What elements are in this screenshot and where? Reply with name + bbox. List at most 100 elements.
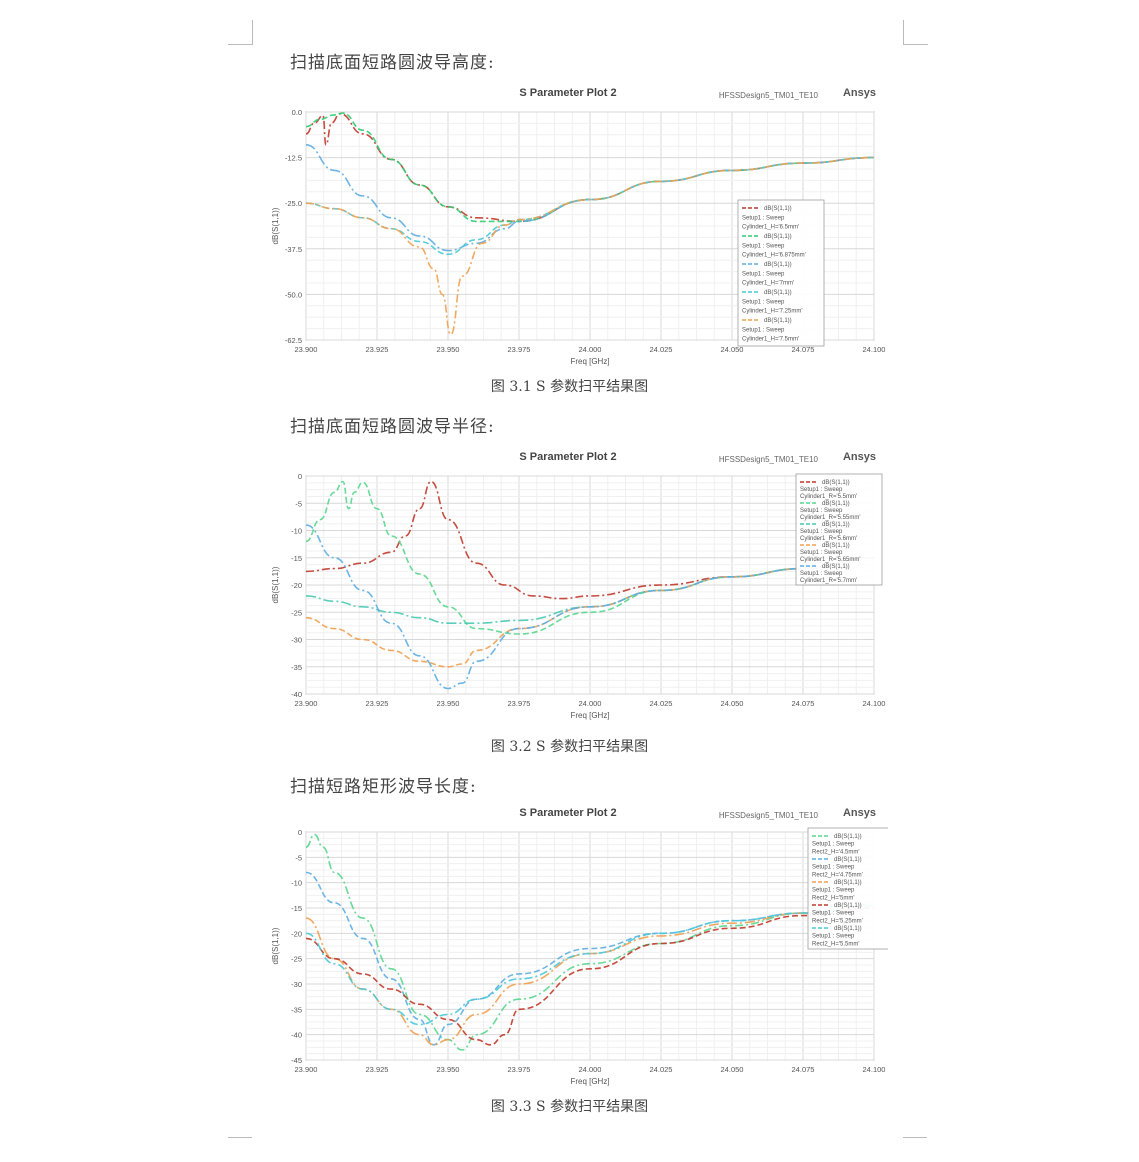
x-tick-label: 24.100 — [863, 1065, 886, 1074]
series-line-5 — [305, 524, 875, 690]
design-name: HFSSDesign5_TM01_TE10 — [719, 91, 819, 100]
legend-entry-label: dB(S(1,1)) — [764, 234, 792, 240]
y-tick-label: -40 — [291, 1031, 302, 1040]
legend-entry-setup: Setup1 : Sweep — [742, 299, 785, 305]
x-tick-label: 23.925 — [366, 699, 389, 708]
chart-svg: S Parameter Plot 2 HFSSDesign5_TM01_TE10 A… — [271, 451, 886, 720]
y-tick-label: -15 — [291, 904, 302, 913]
y-tick-label: -25.0 — [285, 199, 302, 208]
crop-mark-top-left — [228, 20, 253, 45]
legend-entry-setup: Setup1 : Sweep — [800, 529, 843, 535]
legend-entry-param: Cylinder1_R='5.65mm' — [800, 557, 860, 563]
design-name: HFSSDesign5_TM01_TE10 — [719, 811, 819, 820]
legend-box — [807, 827, 888, 950]
design-name: HFSSDesign5_TM01_TE10 — [719, 455, 819, 464]
legend-entry-label: dB(S(1,1)) — [764, 206, 792, 212]
x-tick-label: 24.100 — [863, 699, 886, 708]
legend-entry-param: Cylinder1_R='5.6mm' — [800, 536, 857, 542]
legend-entry-label: dB(S(1,1)) — [834, 926, 862, 932]
x-tick-label: 24.050 — [721, 345, 744, 354]
legend-entry-param: Cylinder1_H='7.25mm' — [742, 309, 802, 315]
legend-entry-param: Cylinder1_R='5.55mm' — [800, 515, 860, 521]
legend-entry-label: dB(S(1,1)) — [834, 903, 862, 909]
legend-entry-label: dB(S(1,1)) — [822, 543, 850, 549]
legend-entry-label: dB(S(1,1)) — [764, 290, 792, 296]
legend-entry-label: dB(S(1,1)) — [834, 834, 862, 840]
crop-mark-bottom-left — [228, 1137, 252, 1162]
x-tick-label: 24.000 — [579, 345, 602, 354]
y-tick-label: -5 — [295, 499, 302, 508]
section-heading-3: 扫描短路矩形波导长度: — [290, 777, 477, 797]
x-axis-label: Freq [GHz] — [570, 711, 609, 720]
x-axis-label: Freq [GHz] — [570, 357, 609, 366]
legend-entry-param: Cylinder1_R='5.7mm' — [800, 578, 857, 584]
y-tick-label: -25 — [291, 608, 302, 617]
x-tick-label: 24.050 — [721, 699, 744, 708]
y-tick-label: -50.0 — [285, 290, 302, 299]
ansys-logo: Ansys — [843, 87, 876, 99]
x-tick-label: 23.900 — [295, 1065, 318, 1074]
x-tick-label: 24.075 — [792, 1065, 815, 1074]
x-tick-label: 23.950 — [437, 345, 460, 354]
x-tick-label: 23.975 — [508, 699, 531, 708]
ansys-logo: Ansys — [843, 807, 876, 819]
y-tick-label: -62.5 — [285, 336, 302, 345]
legend-entry-label: dB(S(1,1)) — [822, 522, 850, 528]
y-tick-label: -5 — [295, 853, 302, 862]
y-tick-label: -37.5 — [285, 245, 302, 254]
chart-svg: S Parameter Plot 2 HFSSDesign5_TM01_TE10 A… — [271, 87, 885, 366]
series-line-1 — [305, 833, 875, 1051]
section-heading-2: 扫描底面短路圆波导半径: — [290, 417, 495, 437]
legend-box — [737, 199, 825, 347]
y-tick-label: -15 — [291, 554, 302, 563]
legend-entry-label: dB(S(1,1)) — [822, 501, 850, 507]
legend-entry-setup: Setup1 : Sweep — [812, 934, 855, 940]
chart-title: S Parameter Plot 2 — [519, 87, 616, 99]
y-tick-label: -30 — [291, 980, 302, 989]
x-tick-label: 24.025 — [650, 1065, 673, 1074]
legend-entry-param: Cylinder1_H='7mm' — [742, 281, 794, 287]
x-tick-label: 23.925 — [366, 345, 389, 354]
legend-entry-param: Rect2_H='4.75mm' — [812, 872, 863, 878]
y-tick-label: -35 — [291, 1005, 302, 1014]
legend-entry-param: Rect2_H='5.25mm' — [812, 918, 863, 924]
legend-entry-setup: Setup1 : Sweep — [812, 865, 855, 871]
series-line-1 — [305, 480, 875, 600]
legend-entry-setup: Setup1 : Sweep — [812, 842, 855, 848]
x-tick-label: 24.025 — [650, 345, 673, 354]
chart-svg: S Parameter Plot 2 HFSSDesign5_TM01_TE10 A… — [271, 807, 888, 1086]
s-parameter-chart-2: S Parameter Plot 2 HFSSDesign5_TM01_TE10 A… — [268, 444, 888, 726]
y-tick-label: -10 — [291, 879, 302, 888]
legend-entry-setup: Setup1 : Sweep — [742, 327, 785, 333]
series-line-5 — [305, 904, 875, 1026]
crop-mark-top-right — [903, 20, 928, 45]
legend-entry-label: dB(S(1,1)) — [834, 880, 862, 886]
x-tick-label: 23.950 — [437, 699, 460, 708]
series-line-3 — [305, 144, 875, 252]
y-tick-label: 0 — [298, 472, 302, 481]
y-tick-label: -35 — [291, 663, 302, 672]
y-axis-label: dB(S(1,1)) — [271, 927, 280, 964]
x-tick-label: 23.975 — [508, 1065, 531, 1074]
y-tick-label: -20 — [291, 929, 302, 938]
y-axis-label: dB(S(1,1)) — [271, 207, 280, 244]
y-tick-label: 0.0 — [292, 108, 302, 117]
legend-entry-label: dB(S(1,1)) — [764, 262, 792, 268]
series-line-3 — [305, 557, 875, 624]
legend-entry-setup: Setup1 : Sweep — [742, 271, 785, 277]
legend-entry-label: dB(S(1,1)) — [822, 480, 850, 486]
figure-caption-3: 图 3.3 S 参数扫平结果图 — [490, 1099, 649, 1115]
ansys-logo: Ansys — [843, 451, 876, 463]
y-tick-label: -10 — [291, 527, 302, 536]
x-tick-label: 24.075 — [792, 699, 815, 708]
legend-entry-setup: Setup1 : Sweep — [800, 487, 843, 493]
figure-caption-1: 图 3.1 S 参数扫平结果图 — [490, 379, 649, 395]
x-tick-label: 24.050 — [721, 1065, 744, 1074]
y-tick-label: -30 — [291, 636, 302, 645]
x-tick-label: 24.000 — [579, 699, 602, 708]
s-parameter-chart-3: S Parameter Plot 2 HFSSDesign5_TM01_TE10 A… — [268, 800, 888, 1092]
legend-entry-param: Cylinder1_H='6.5mm' — [742, 225, 799, 231]
legend-entry-setup: Setup1 : Sweep — [742, 243, 785, 249]
series-line-5 — [305, 156, 875, 336]
x-tick-label: 23.950 — [437, 1065, 460, 1074]
